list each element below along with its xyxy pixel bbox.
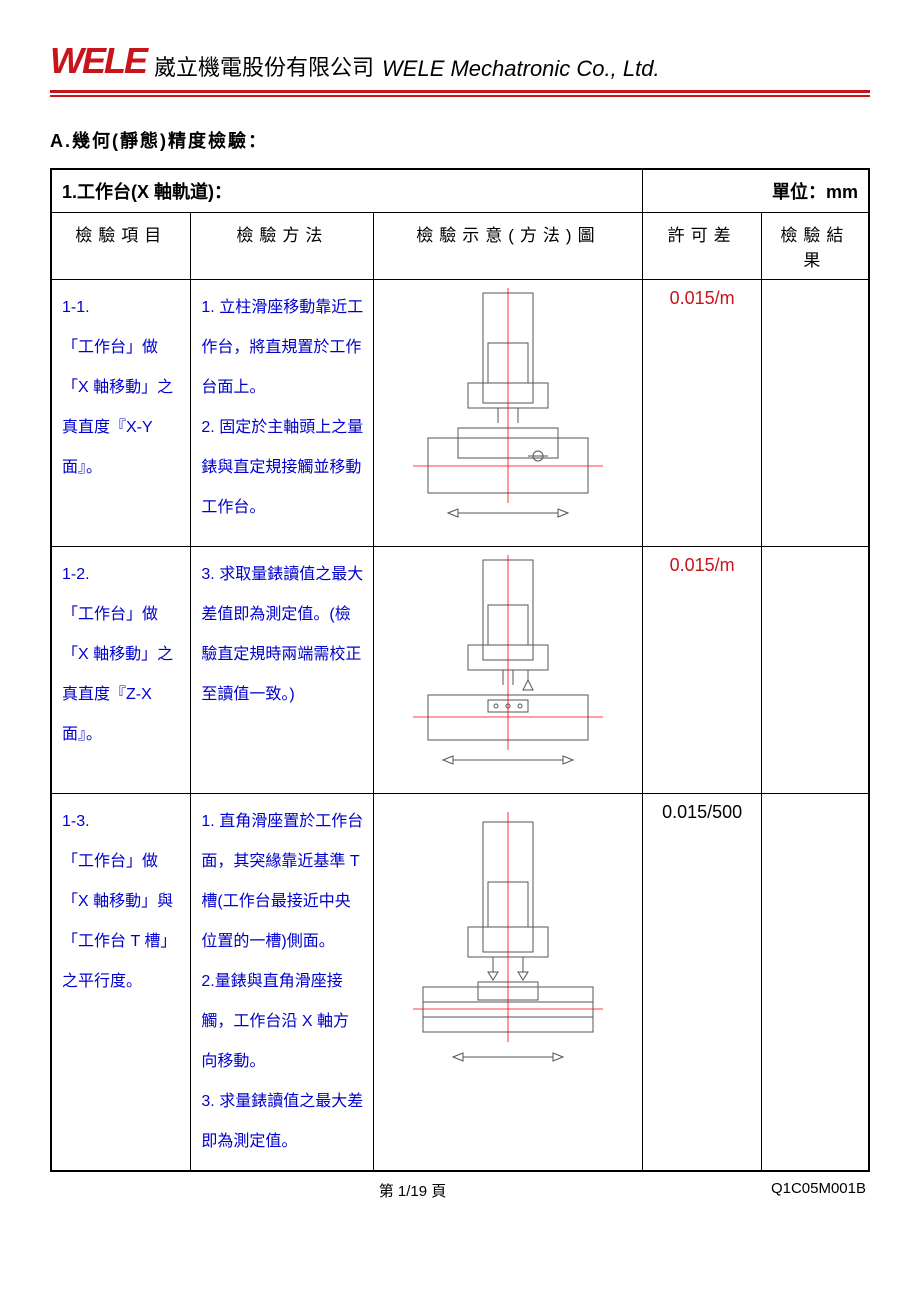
header-diagram: 檢驗示意(方法)圖 xyxy=(374,213,643,280)
result-cell xyxy=(761,794,869,1172)
page-footer: 第 1/19 頁 Q1C05M001B xyxy=(50,1180,870,1201)
item-cell: 1-2. 「工作台」做「X 軸移動」之真直度『Z-X 面』。 xyxy=(51,547,191,794)
inspection-table: 1.工作台(X 軸軌道)： 單位：mm 檢驗項目 檢驗方法 檢驗示意(方法)圖 … xyxy=(50,168,870,1172)
diagram-tslot-icon xyxy=(398,802,618,1092)
logo-text: WELE xyxy=(50,40,146,82)
method-cell: 1. 立柱滑座移動靠近工作台，將直規置於工作台面上。2. 固定於主軸頭上之量錶與… xyxy=(191,280,374,547)
doc-number: Q1C05M001B xyxy=(771,1180,866,1201)
item-no: 1-3. xyxy=(62,802,180,842)
tolerance-cell: 0.015/500 xyxy=(643,794,761,1172)
table-header-row: 檢驗項目 檢驗方法 檢驗示意(方法)圖 許可差 檢驗結果 xyxy=(51,213,869,280)
method-cell: 1. 直角滑座置於工作台面，其突緣靠近基準 T 槽(工作台最接近中央位置的一槽)… xyxy=(191,794,374,1172)
table-row: 1-3. 「工作台」做「X 軸移動」與「工作台 T 槽」之平行度。 1. 直角滑… xyxy=(51,794,869,1172)
item-text: 「工作台」做「X 軸移動」與「工作台 T 槽」之平行度。 xyxy=(62,842,180,1002)
result-cell xyxy=(761,547,869,794)
method-cell: 3. 求取量錶讀值之最大差值即為測定值。(檢驗直定規時兩端需校正至讀值一致。) xyxy=(191,547,374,794)
unit-label: 單位：mm xyxy=(643,169,869,213)
header-result: 檢驗結果 xyxy=(761,213,869,280)
section-title: A.幾何(靜態)精度檢驗： xyxy=(50,127,870,153)
header-rule xyxy=(50,90,870,97)
document-header: WELE 崴立機電股份有限公司 WELE Mechatronic Co., Lt… xyxy=(50,40,870,82)
header-method: 檢驗方法 xyxy=(191,213,374,280)
item-text: 「工作台」做「X 軸移動」之真直度『Z-X 面』。 xyxy=(62,595,180,755)
company-name-en: WELE Mechatronic Co., Ltd. xyxy=(382,56,660,82)
item-cell: 1-1. 「工作台」做「X 軸移動」之真直度『X-Y 面』。 xyxy=(51,280,191,547)
item-cell: 1-3. 「工作台」做「X 軸移動」與「工作台 T 槽」之平行度。 xyxy=(51,794,191,1172)
diagram-cell xyxy=(374,794,643,1172)
header-item: 檢驗項目 xyxy=(51,213,191,280)
diagram-cell xyxy=(374,280,643,547)
tolerance-cell: 0.015/m xyxy=(643,547,761,794)
table-row: 1-2. 「工作台」做「X 軸移動」之真直度『Z-X 面』。 3. 求取量錶讀值… xyxy=(51,547,869,794)
result-cell xyxy=(761,280,869,547)
header-tolerance: 許可差 xyxy=(643,213,761,280)
diagram-top-icon xyxy=(398,288,618,538)
page-number: 第 1/19 頁 xyxy=(54,1180,771,1201)
company-name-cn: 崴立機電股份有限公司 xyxy=(154,50,374,82)
diagram-cell xyxy=(374,547,643,794)
table-title: 1.工作台(X 軸軌道)： xyxy=(51,169,643,213)
item-no: 1-2. xyxy=(62,555,180,595)
item-text: 「工作台」做「X 軸移動」之真直度『X-Y 面』。 xyxy=(62,328,180,488)
table-row: 1-1. 「工作台」做「X 軸移動」之真直度『X-Y 面』。 1. 立柱滑座移動… xyxy=(51,280,869,547)
item-no: 1-1. xyxy=(62,288,180,328)
diagram-side-icon xyxy=(398,555,618,785)
table-title-row: 1.工作台(X 軸軌道)： 單位：mm xyxy=(51,169,869,213)
tolerance-cell: 0.015/m xyxy=(643,280,761,547)
